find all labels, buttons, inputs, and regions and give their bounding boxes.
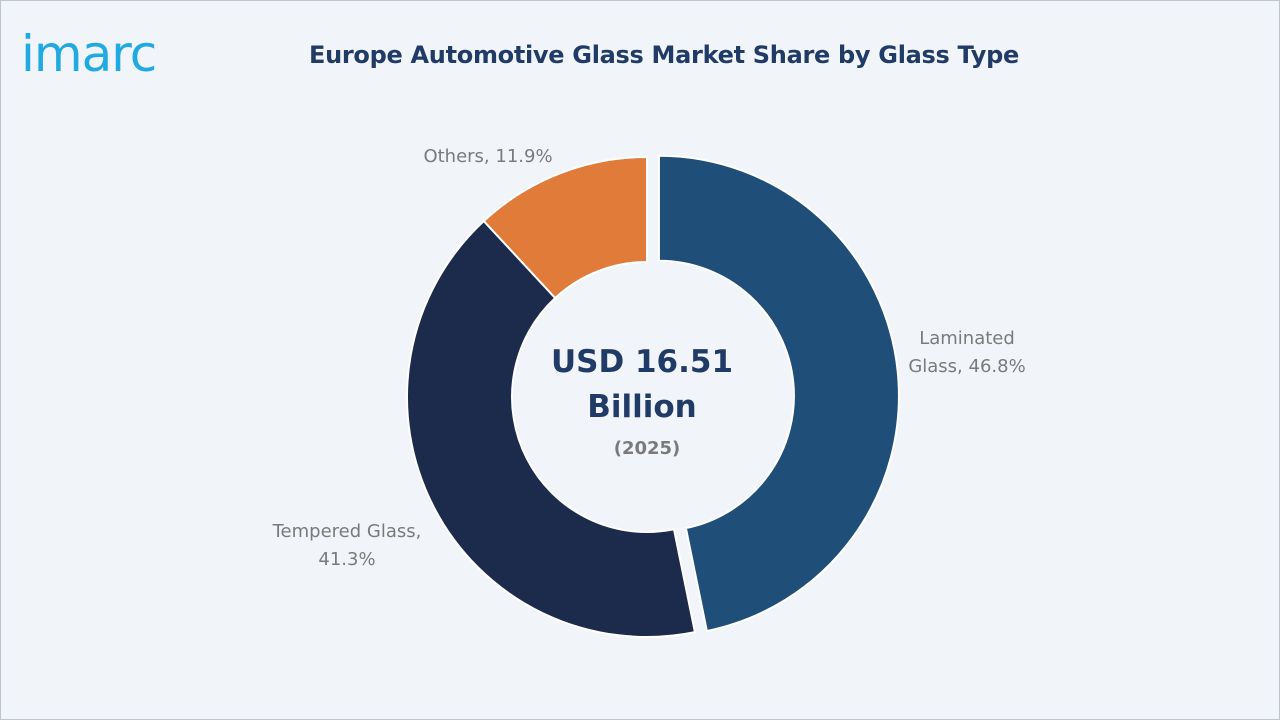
donut-slices: [406, 154, 900, 638]
center-unit: Billion: [587, 389, 697, 425]
slice-label-others: Others, 11.9%: [423, 146, 552, 167]
chart-title: Europe Automotive Glass Market Share by …: [309, 41, 1019, 69]
center-year: (2025): [614, 438, 681, 459]
center-value: USD 16.51: [551, 344, 733, 380]
slice-labels: Laminated Glass, 46.8% Tempered Glass, 41.3…: [272, 146, 1026, 570]
slice-label-tempered-glass: Tempered Glass, 41.3%: [272, 521, 422, 570]
donut-slice-others: [482, 155, 648, 300]
imarc-logo: imarc: [21, 25, 157, 83]
slice-label-laminated-glass: Laminated Glass, 46.8%: [908, 328, 1025, 377]
donut-slice-laminated-glass: [657, 154, 900, 633]
donut-slice-tempered-glass: [406, 219, 697, 638]
